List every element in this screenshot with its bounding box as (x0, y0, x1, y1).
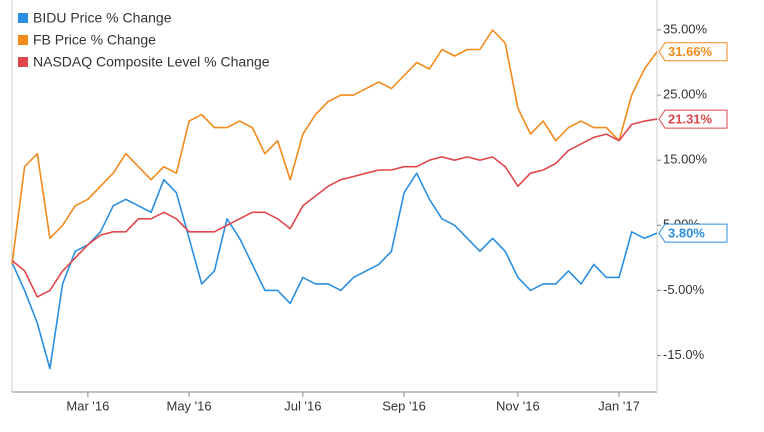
y-tick-label: 35.00% (663, 21, 708, 36)
x-tick-label: Jul '16 (284, 398, 321, 413)
series-line (11, 172, 658, 370)
x-tick-label: Nov '16 (496, 398, 540, 413)
legend-swatch (18, 57, 28, 67)
legend-label: NASDAQ Composite Level % Change (33, 54, 270, 70)
end-label: 21.31% (658, 109, 728, 129)
end-label-box (658, 223, 728, 243)
legend-swatch (18, 13, 28, 23)
series-line (11, 118, 658, 298)
legend-label: BIDU Price % Change (33, 10, 172, 26)
y-tick-label: -15.0% (663, 347, 705, 362)
y-tick-label: -5.00% (663, 282, 705, 297)
end-label-box (658, 42, 728, 62)
y-tick-label: 15.00% (663, 152, 708, 167)
end-label-text: 3.80% (668, 226, 705, 241)
end-label-text: 21.31% (668, 112, 713, 127)
end-label: 3.80% (658, 223, 728, 243)
x-tick-label: Sep '16 (382, 398, 426, 413)
legend-swatch (18, 35, 28, 45)
end-label-text: 31.66% (668, 44, 713, 59)
x-tick-label: Jan '17 (598, 398, 640, 413)
end-label-box (658, 109, 728, 129)
series-line (11, 29, 658, 265)
legend-label: FB Price % Change (33, 32, 156, 48)
end-label: 31.66% (658, 42, 728, 62)
x-tick-label: May '16 (166, 398, 211, 413)
x-tick-label: Mar '16 (66, 398, 109, 413)
y-tick-label: 25.00% (663, 87, 708, 102)
